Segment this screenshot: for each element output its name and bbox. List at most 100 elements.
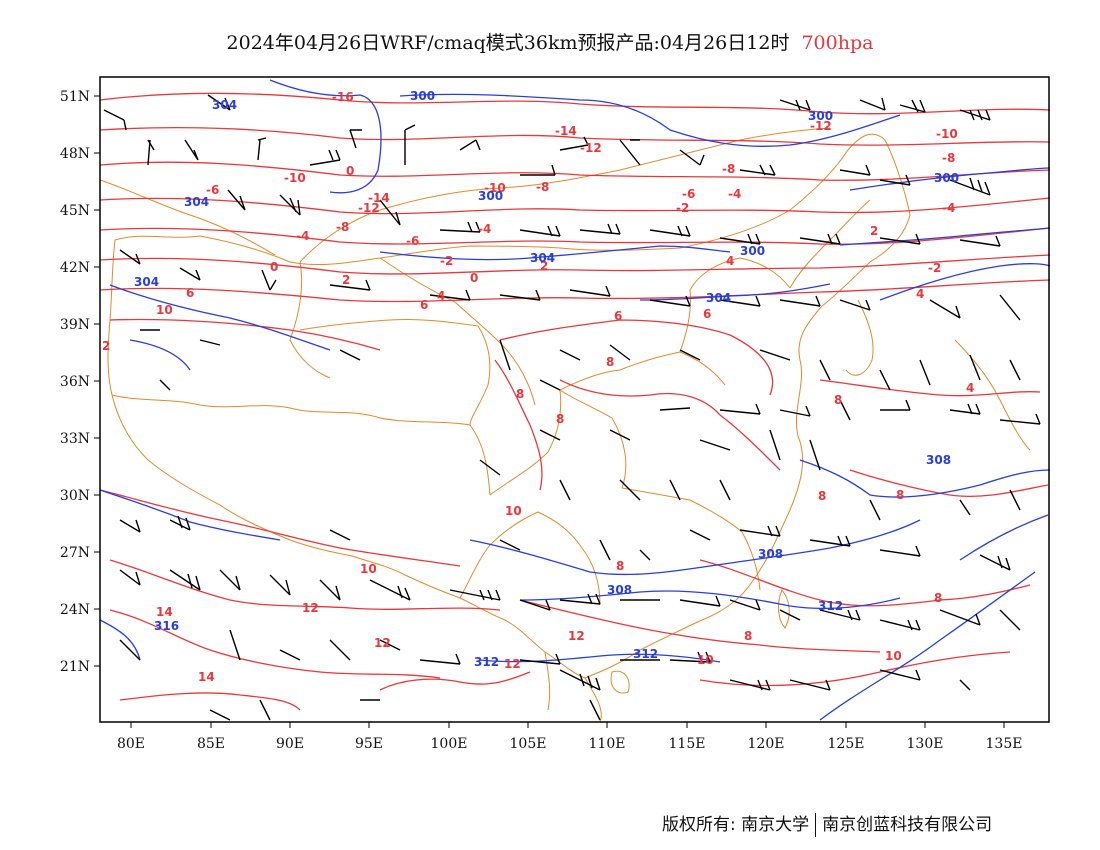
height-label: 300 <box>410 89 435 103</box>
taiwan-coast <box>777 589 790 629</box>
temp-label: 10 <box>505 504 522 518</box>
lat-tick-label: 45N <box>60 203 90 219</box>
height-label: 312 <box>818 599 843 613</box>
lon-tick-label: 100E <box>431 736 468 752</box>
temp-label: 12 <box>374 636 391 650</box>
temp-label: -6 <box>682 187 695 201</box>
height-label: 300 <box>740 244 765 258</box>
temp-label: 4 <box>966 381 974 395</box>
lon-tick-label: 85E <box>197 736 225 752</box>
temp-label: 8 <box>834 393 842 407</box>
lon-tick-label: 95E <box>355 736 383 752</box>
lon-tick-labels: 80E 85E 90E 95E 100E 105E 110E 115E 120E… <box>117 736 1023 752</box>
height-label: 304 <box>530 251 555 265</box>
temp-label: -10 <box>484 181 506 195</box>
temp-label: 8 <box>606 355 614 369</box>
temp-label: -8 <box>536 180 549 194</box>
temperature-labels: -16 -14 -14 -12 -12 -12 -10 -10 -10 0 -8… <box>102 90 974 684</box>
temp-label: 4 <box>916 287 924 301</box>
tibet-boundary <box>111 394 491 496</box>
lat-tick-label: 27N <box>60 545 90 561</box>
lat-tick-labels: 51N 48N 45N 42N 39N 36N 33N 30N 27N 24N … <box>60 89 90 675</box>
temp-label: 12 <box>568 629 585 643</box>
qinghai-boundary <box>299 318 491 426</box>
temp-label: 6 <box>186 286 194 300</box>
temp-label: 4 <box>726 254 734 268</box>
height-label: 312 <box>633 647 658 661</box>
gansu-boundary <box>379 257 536 406</box>
plot-frame <box>99 76 1050 723</box>
yunnan-boundary <box>459 511 601 606</box>
temp-label: -2 <box>928 261 941 275</box>
lon-tick-label: 105E <box>510 736 547 752</box>
sichuan-boundary <box>489 388 627 496</box>
temp-label: -10 <box>936 127 958 141</box>
temp-label: 12 <box>504 657 521 671</box>
temp-label: 8 <box>616 559 624 573</box>
east-boundary <box>621 487 761 591</box>
temperature-contours <box>99 92 1051 711</box>
temp-label: 4 <box>437 289 445 303</box>
china-border <box>107 133 911 679</box>
height-label: 304 <box>706 291 731 305</box>
temp-label: 14 <box>156 605 173 619</box>
central-asia-border <box>99 179 276 256</box>
lon-tick-label: 130E <box>907 736 944 752</box>
lat-tick-label: 51N <box>60 89 90 105</box>
lon-tick-label: 120E <box>748 736 785 752</box>
height-label: 304 <box>212 98 237 112</box>
temp-label: 10 <box>156 303 173 317</box>
temp-label: 6 <box>420 298 428 312</box>
temp-label: 8 <box>934 591 942 605</box>
temp-label: 8 <box>896 488 904 502</box>
temp-label: 2 <box>870 224 878 238</box>
hainan-coast <box>610 670 630 694</box>
boundary-lines <box>99 127 1031 723</box>
height-label: 304 <box>184 195 209 209</box>
lon-tick-label: 115E <box>669 736 706 752</box>
xinjiang-boundary <box>289 261 331 379</box>
temp-label: 2 <box>102 339 110 353</box>
temp-label: -4 <box>728 187 741 201</box>
height-label: 308 <box>607 583 632 597</box>
company-name: 南京创蓝科技有限公司 <box>822 815 993 835</box>
height-label: 312 <box>474 655 499 669</box>
height-label: 308 <box>758 547 783 561</box>
central-boundary <box>559 351 726 391</box>
temp-label: -6 <box>406 234 419 248</box>
height-label: 304 <box>134 275 159 289</box>
temp-label: 6 <box>703 307 711 321</box>
geopotential-contours <box>99 79 1051 721</box>
temp-label: 8 <box>556 412 564 426</box>
lat-tick-label: 42N <box>60 260 90 276</box>
temp-label: -6 <box>206 183 219 197</box>
temp-label: -8 <box>336 220 349 234</box>
copyright-footer: 版权所有: 南京大学 南京创蓝科技有限公司 <box>662 810 992 837</box>
lon-tick-label: 90E <box>276 736 304 752</box>
temp-label: -2 <box>440 254 453 268</box>
temp-label: -14 <box>555 124 577 138</box>
lat-tick-label: 30N <box>60 488 90 504</box>
lat-tick-label: 24N <box>60 602 90 618</box>
pressure-level: 700hpa <box>801 32 874 54</box>
lat-tick-label: 48N <box>60 146 90 162</box>
lat-tick-label: 33N <box>60 431 90 447</box>
lon-axis <box>130 722 1005 728</box>
height-label: 308 <box>926 453 951 467</box>
temp-label: -10 <box>284 171 306 185</box>
lon-tick-label: 80E <box>117 736 145 752</box>
temp-label: 0 <box>346 164 354 178</box>
temp-label: 0 <box>270 260 278 274</box>
lon-tick-label: 135E <box>986 736 1023 752</box>
lon-tick-label: 125E <box>828 736 865 752</box>
southeast-asia-border <box>544 651 602 723</box>
height-label: 300 <box>478 189 503 203</box>
temp-label: -12 <box>810 119 832 133</box>
temp-label: -4 <box>942 201 955 215</box>
mongolia-border <box>299 127 831 263</box>
temp-label: -16 <box>332 90 354 104</box>
temp-label: -8 <box>722 162 735 176</box>
lat-tick-label: 39N <box>60 317 90 333</box>
title-main: 2024年04月26日WRF/cmaq模式36km预报产品:04月26日12时 <box>226 32 790 54</box>
